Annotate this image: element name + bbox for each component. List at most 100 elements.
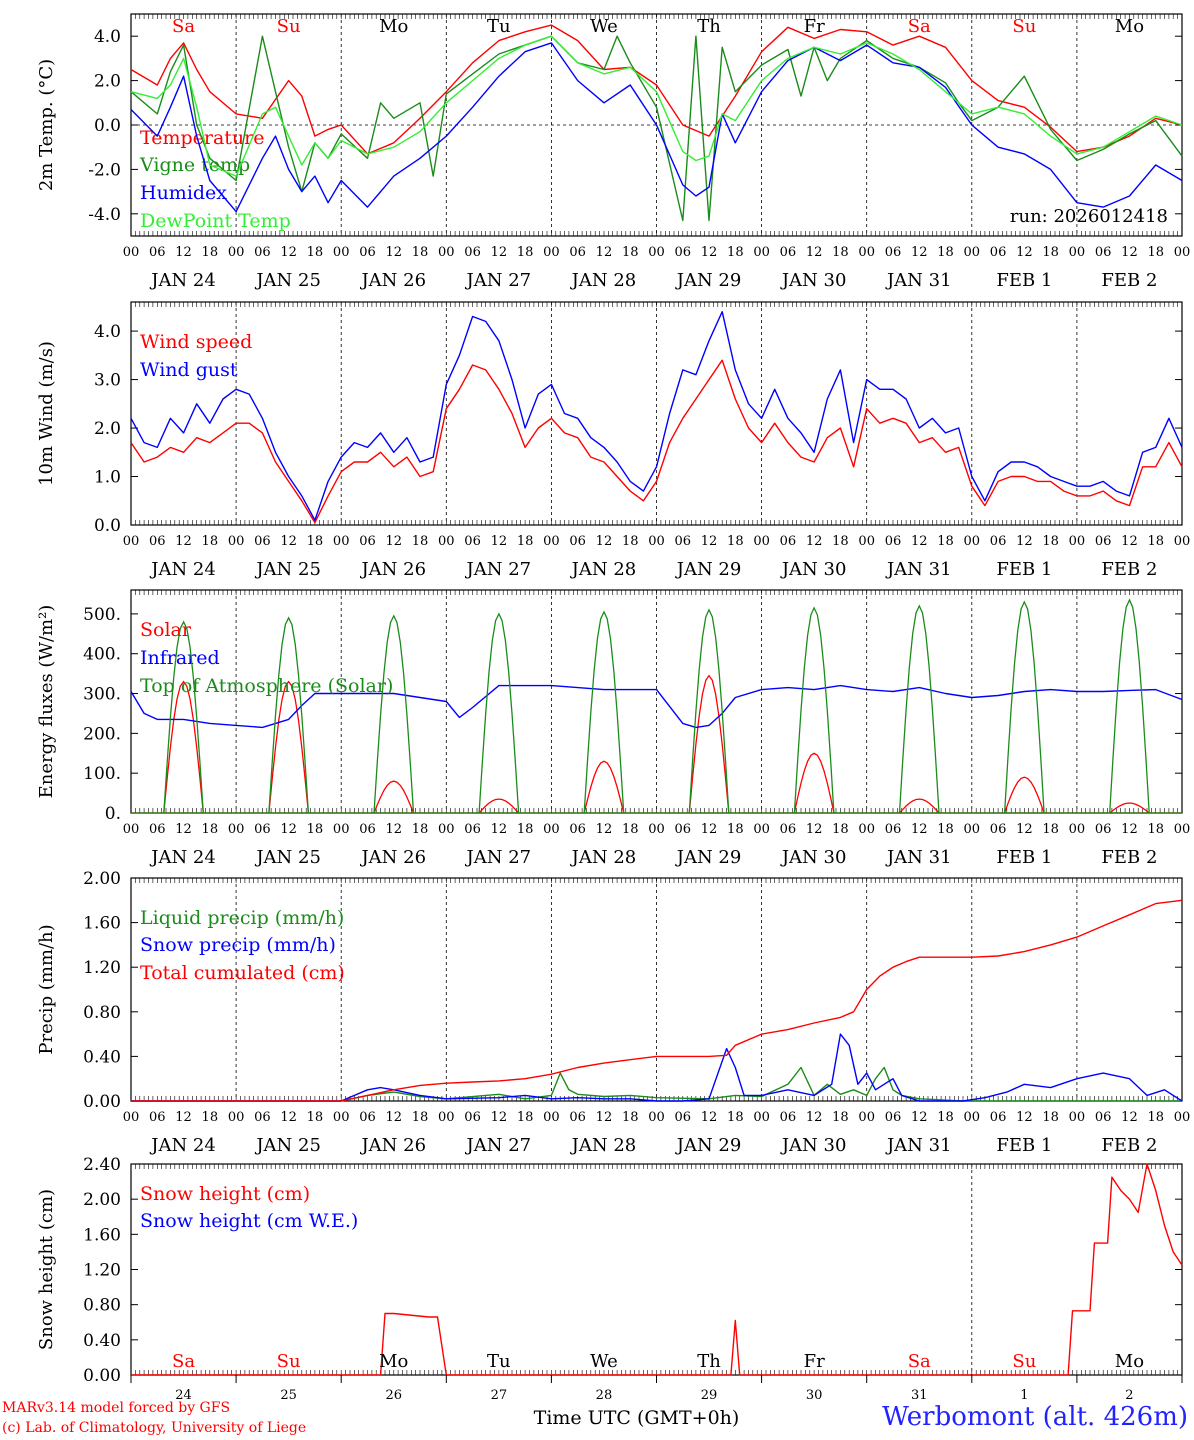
hour-tick-label: 00 (1174, 822, 1191, 837)
date-label: JAN 28 (570, 1135, 637, 1156)
day-name: Fr (804, 1351, 825, 1372)
date-label: JAN 30 (780, 847, 847, 868)
day-name: Sa (172, 16, 195, 37)
hour-tick-label: 12 (491, 822, 508, 837)
date-label: FEB 1 (996, 559, 1052, 580)
hour-tick-label: 06 (254, 822, 271, 837)
day-name: Mo (1115, 16, 1144, 37)
hour-tick-label: 06 (780, 1110, 797, 1125)
hour-tick-label: 18 (1147, 1110, 1164, 1125)
day-number: 25 (280, 1388, 297, 1403)
hour-tick-label: 06 (1095, 245, 1112, 260)
y-tick-label: 100. (83, 764, 121, 784)
y-tick-label: 2.0 (94, 419, 121, 439)
legend-entry: Top of Atmosphere (Solar) (140, 675, 393, 697)
day-name: Su (1012, 16, 1036, 37)
hour-tick-label: 18 (1042, 1110, 1059, 1125)
hour-tick-label: 18 (622, 534, 639, 549)
hour-tick-label: 00 (858, 534, 875, 549)
hour-tick-label: 00 (438, 1110, 455, 1125)
hour-tick-label: 12 (701, 534, 718, 549)
hour-tick-label: 00 (543, 245, 560, 260)
y-tick-label: 4.0 (94, 27, 121, 47)
hour-tick-label: 00 (228, 245, 245, 260)
y-tick-label: 500. (83, 605, 121, 625)
hour-tick-label: 00 (858, 245, 875, 260)
hour-tick-label: 00 (648, 822, 665, 837)
day-name: Mo (379, 16, 408, 37)
series-line (583, 610, 625, 814)
date-label: JAN 25 (254, 1135, 321, 1156)
day-number: 24 (175, 1388, 192, 1403)
hour-tick-label: 18 (832, 245, 849, 260)
hour-tick-label: 18 (202, 534, 219, 549)
hour-tick-label: 00 (123, 534, 140, 549)
hour-tick-label: 18 (937, 1110, 954, 1125)
hour-tick-label: 12 (491, 245, 508, 260)
hour-tick-label: 12 (385, 245, 402, 260)
y-tick-label: 1.20 (83, 958, 121, 978)
hour-tick-label: 12 (701, 822, 718, 837)
hour-tick-label: 12 (1016, 245, 1033, 260)
hour-tick-label: 18 (202, 1110, 219, 1125)
y-tick-label: 0.00 (83, 1092, 121, 1112)
date-label: FEB 2 (1101, 559, 1157, 580)
y-tick-label: -2.0 (88, 160, 121, 180)
hour-tick-label: 12 (1121, 245, 1138, 260)
hour-tick-label: 12 (280, 1110, 297, 1125)
hour-tick-label: 12 (175, 534, 192, 549)
day-name: Sa (908, 16, 931, 37)
hour-tick-label: 06 (464, 534, 481, 549)
hour-tick-label: 12 (175, 822, 192, 837)
x-axis-label: Time UTC (GMT+0h) (534, 1407, 740, 1429)
date-label: FEB 2 (1101, 847, 1157, 868)
plot-frame (130, 301, 1183, 526)
hour-tick-label: 06 (569, 534, 586, 549)
hour-tick-label: 00 (858, 822, 875, 837)
date-label: JAN 28 (570, 270, 637, 291)
day-name: Sa (172, 1351, 195, 1372)
date-label: FEB 1 (996, 1135, 1052, 1156)
hour-tick-label: 12 (911, 822, 928, 837)
hour-tick-label: 00 (964, 822, 981, 837)
y-tick-label: 1.60 (83, 1225, 121, 1245)
y-axis-label: 2m Temp. (°C) (36, 59, 57, 191)
hour-tick-label: 18 (1042, 245, 1059, 260)
legend-entry: DewPoint Temp (140, 210, 291, 232)
y-axis-label: Snow height (cm) (36, 1189, 57, 1350)
hour-tick-label: 06 (1095, 1110, 1112, 1125)
y-tick-label: 2.40 (83, 1155, 121, 1175)
hour-tick-label: 18 (727, 1110, 744, 1125)
hour-tick-label: 18 (517, 822, 534, 837)
y-tick-label: 0.0 (94, 116, 121, 136)
date-label: JAN 31 (885, 847, 952, 868)
hour-tick-label: 06 (675, 822, 692, 837)
hour-tick-label: 12 (385, 534, 402, 549)
y-tick-label: 0.40 (83, 1047, 121, 1067)
hour-tick-label: 12 (806, 1110, 823, 1125)
hour-tick-label: 06 (1095, 822, 1112, 837)
date-label: JAN 31 (885, 270, 952, 291)
hour-tick-label: 00 (228, 534, 245, 549)
y-tick-label: 0.40 (83, 1331, 121, 1351)
date-label: FEB 2 (1101, 1135, 1157, 1156)
hour-tick-label: 12 (491, 1110, 508, 1125)
date-label: JAN 26 (359, 270, 426, 291)
series-line (1109, 802, 1150, 814)
hour-tick-label: 18 (937, 534, 954, 549)
hour-tick-label: 18 (412, 1110, 429, 1125)
hour-tick-label: 12 (806, 534, 823, 549)
hour-tick-label: 18 (517, 245, 534, 260)
y-tick-label: 1.60 (83, 914, 121, 934)
y-tick-label: 0. (105, 804, 121, 824)
hour-tick-label: 06 (569, 1110, 586, 1125)
series-line (478, 798, 520, 814)
hour-tick-label: 00 (1174, 1110, 1191, 1125)
day-name: We (590, 1351, 618, 1372)
series-line (268, 680, 310, 814)
hour-tick-label: 06 (359, 822, 376, 837)
hour-tick-label: 12 (280, 822, 297, 837)
hour-tick-label: 18 (202, 822, 219, 837)
y-tick-label: 0.80 (83, 1296, 121, 1316)
